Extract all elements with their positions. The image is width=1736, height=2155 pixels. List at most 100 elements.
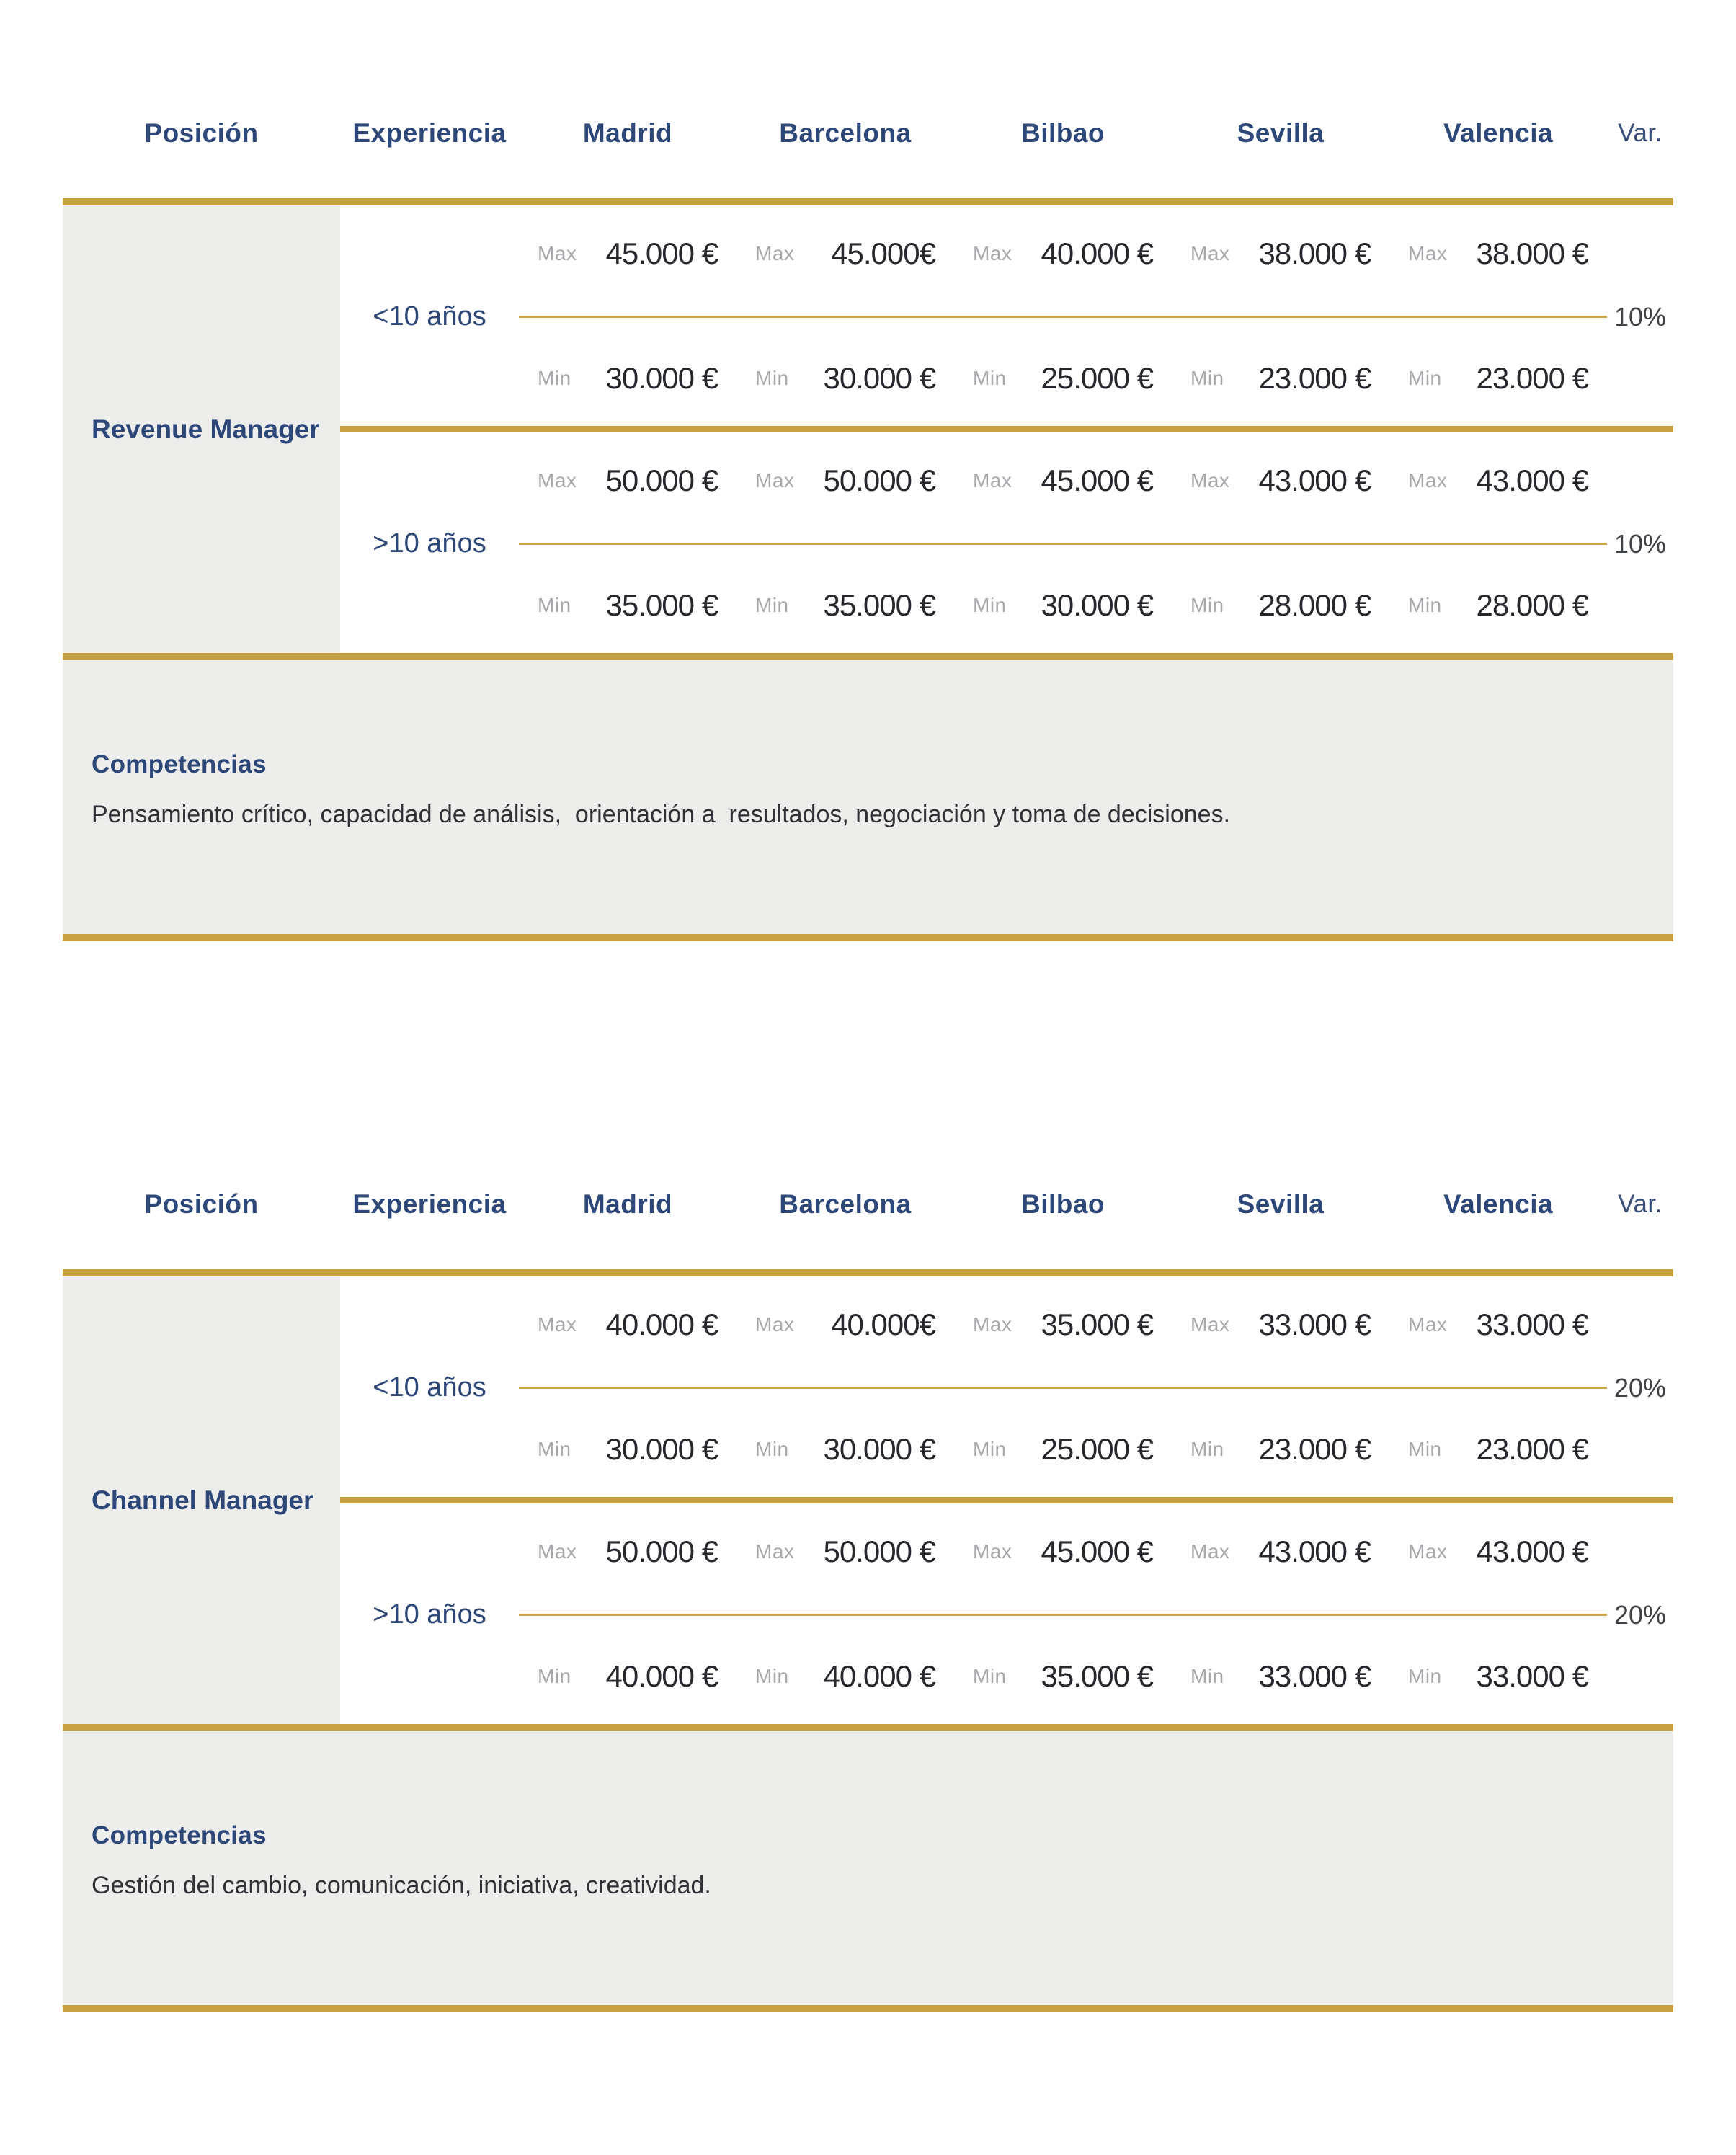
table-body: Channel Manager Max 40.000 € Max 40.000€ — [63, 1276, 1673, 1724]
table-header-row: Posición Experiencia Madrid Barcelona Bi… — [63, 101, 1673, 166]
max-label: Max — [538, 1539, 577, 1563]
salary-cell-bilbao-min: Min 35.000 € — [954, 1659, 1172, 1694]
position-cell: Channel Manager — [63, 1276, 340, 1724]
salary-value: 45.000 € — [605, 236, 718, 270]
header-gap — [63, 166, 1673, 198]
separator-row: <10 años 20% — [340, 1372, 1673, 1403]
salary-value: 23.000 € — [1258, 360, 1371, 395]
max-label: Max — [538, 1312, 577, 1336]
max-label: Max — [973, 468, 1012, 492]
salary-cell-valencia-max: Max 38.000 € — [1389, 236, 1607, 271]
min-label: Min — [1190, 366, 1224, 389]
column-header-sevilla: Sevilla — [1237, 1189, 1325, 1219]
column-header-bilbao: Bilbao — [1020, 1189, 1105, 1219]
gold-bar-bottom — [63, 2005, 1673, 2012]
max-label: Max — [755, 1312, 795, 1336]
column-header-sevilla: Sevilla — [1237, 118, 1325, 148]
salary-value: 33.000 € — [1476, 1658, 1589, 1693]
position-cell: Revenue Manager — [63, 205, 340, 653]
min-row: Min 30.000 € Min 30.000 € Min 25.000 € — [340, 330, 1673, 426]
separator-line — [519, 1387, 1607, 1389]
experience-group-lt10: Max 40.000 € Max 40.000€ Max 35.000 € — [340, 1276, 1673, 1497]
salary-cell-valencia-min: Min 28.000 € — [1389, 588, 1607, 623]
experience-label: <10 años — [373, 1372, 486, 1403]
salary-value: 33.000 € — [1476, 1307, 1589, 1341]
column-header-experiencia: Experiencia — [352, 118, 507, 148]
separator-row: >10 años 10% — [340, 528, 1673, 559]
max-label: Max — [755, 468, 795, 492]
salary-cell-barcelona-max: Max 40.000€ — [736, 1307, 954, 1342]
salary-cell-sevilla-max: Max 43.000 € — [1172, 463, 1389, 498]
salary-guide-page: Posición Experiencia Madrid Barcelona Bi… — [0, 101, 1736, 2155]
salary-cell-sevilla-min: Min 33.000 € — [1172, 1659, 1389, 1694]
salary-cell-barcelona-max: Max 50.000 € — [736, 1534, 954, 1569]
salary-value: 33.000 € — [1258, 1307, 1371, 1341]
competencias-title: Competencias — [92, 750, 267, 778]
max-label: Max — [1408, 1539, 1448, 1563]
salary-value: 50.000 € — [605, 1534, 718, 1568]
salary-cell-barcelona-min: Min 40.000 € — [736, 1659, 954, 1694]
salary-cell-madrid-max: Max 50.000 € — [519, 1534, 736, 1569]
max-label: Max — [973, 1539, 1012, 1563]
max-row: Max 40.000 € Max 40.000€ Max 35.000 € — [340, 1276, 1673, 1372]
salary-cell-bilbao-max: Max 45.000 € — [954, 463, 1172, 498]
salary-value: 25.000 € — [1041, 360, 1154, 395]
separator-line — [519, 316, 1607, 318]
min-row: Min 30.000 € Min 30.000 € Min 25.000 € — [340, 1401, 1673, 1497]
experience-label: <10 años — [373, 301, 486, 332]
salary-value: 30.000 € — [605, 360, 718, 395]
salary-value: 38.000 € — [1476, 236, 1589, 270]
salary-cell-madrid-max: Max 45.000 € — [519, 236, 736, 271]
min-label: Min — [1190, 593, 1224, 616]
salary-cell-sevilla-max: Max 43.000 € — [1172, 1534, 1389, 1569]
experience-label: >10 años — [373, 1599, 486, 1630]
separator-line — [519, 1614, 1607, 1616]
min-label: Min — [755, 593, 789, 616]
min-label: Min — [538, 366, 571, 389]
max-label: Max — [1408, 1312, 1448, 1336]
salary-cell-barcelona-min: Min 30.000 € — [736, 1432, 954, 1467]
min-row: Min 35.000 € Min 35.000 € Min 30.000 € — [340, 557, 1673, 653]
max-label: Max — [1190, 1312, 1230, 1336]
salary-cell-bilbao-min: Min 25.000 € — [954, 361, 1172, 396]
min-label: Min — [973, 366, 1007, 389]
salary-value: 30.000 € — [1041, 587, 1154, 622]
competencias-text: Pensamiento crítico, capacidad de anális… — [92, 801, 1231, 828]
column-header-posicion: Posición — [144, 1189, 259, 1219]
salary-value: 35.000 € — [1041, 1307, 1154, 1341]
group-divider — [340, 426, 1673, 432]
salary-value: 25.000 € — [1041, 1431, 1154, 1466]
min-label: Min — [1408, 1437, 1442, 1460]
separator-row: <10 años 10% — [340, 301, 1673, 332]
salary-table-channel-manager: Posición Experiencia Madrid Barcelona Bi… — [63, 1172, 1673, 2012]
variation-value: 20% — [1613, 1599, 1667, 1630]
experience-group-gt10: Max 50.000 € Max 50.000 € Max 45.000 € — [340, 1503, 1673, 1724]
gold-bar-top — [63, 1269, 1673, 1276]
salary-cell-bilbao-max: Max 35.000 € — [954, 1307, 1172, 1342]
salary-value: 35.000 € — [605, 587, 718, 622]
gold-bar-middle — [63, 653, 1673, 660]
salary-value: 23.000 € — [1258, 1431, 1371, 1466]
salary-cell-sevilla-max: Max 33.000 € — [1172, 1307, 1389, 1342]
salary-value: 43.000 € — [1258, 463, 1371, 497]
table-header-row: Posición Experiencia Madrid Barcelona Bi… — [63, 1172, 1673, 1237]
salary-value: 43.000 € — [1258, 1534, 1371, 1568]
min-label: Min — [1190, 1437, 1224, 1460]
salary-cell-madrid-max: Max 40.000 € — [519, 1307, 736, 1342]
salary-cell-barcelona-max: Max 45.000€ — [736, 236, 954, 271]
salary-cell-valencia-max: Max 43.000 € — [1389, 1534, 1607, 1569]
salary-cell-sevilla-min: Min 28.000 € — [1172, 588, 1389, 623]
salary-cell-barcelona-max: Max 50.000 € — [736, 463, 954, 498]
max-label: Max — [1408, 241, 1448, 265]
min-label: Min — [1408, 593, 1442, 616]
salary-cell-barcelona-min: Min 30.000 € — [736, 361, 954, 396]
salary-cell-madrid-min: Min 40.000 € — [519, 1659, 736, 1694]
header-gap — [63, 1237, 1673, 1269]
column-header-madrid: Madrid — [582, 1189, 673, 1219]
variation-value: 20% — [1613, 1372, 1667, 1403]
competencias-text: Gestión del cambio, comunicación, inicia… — [92, 1872, 711, 1899]
variation-value: 10% — [1613, 301, 1667, 332]
salary-cell-madrid-min: Min 30.000 € — [519, 1432, 736, 1467]
max-row: Max 45.000 € Max 45.000€ Max 40.000 € — [340, 205, 1673, 301]
group-divider — [340, 1497, 1673, 1503]
